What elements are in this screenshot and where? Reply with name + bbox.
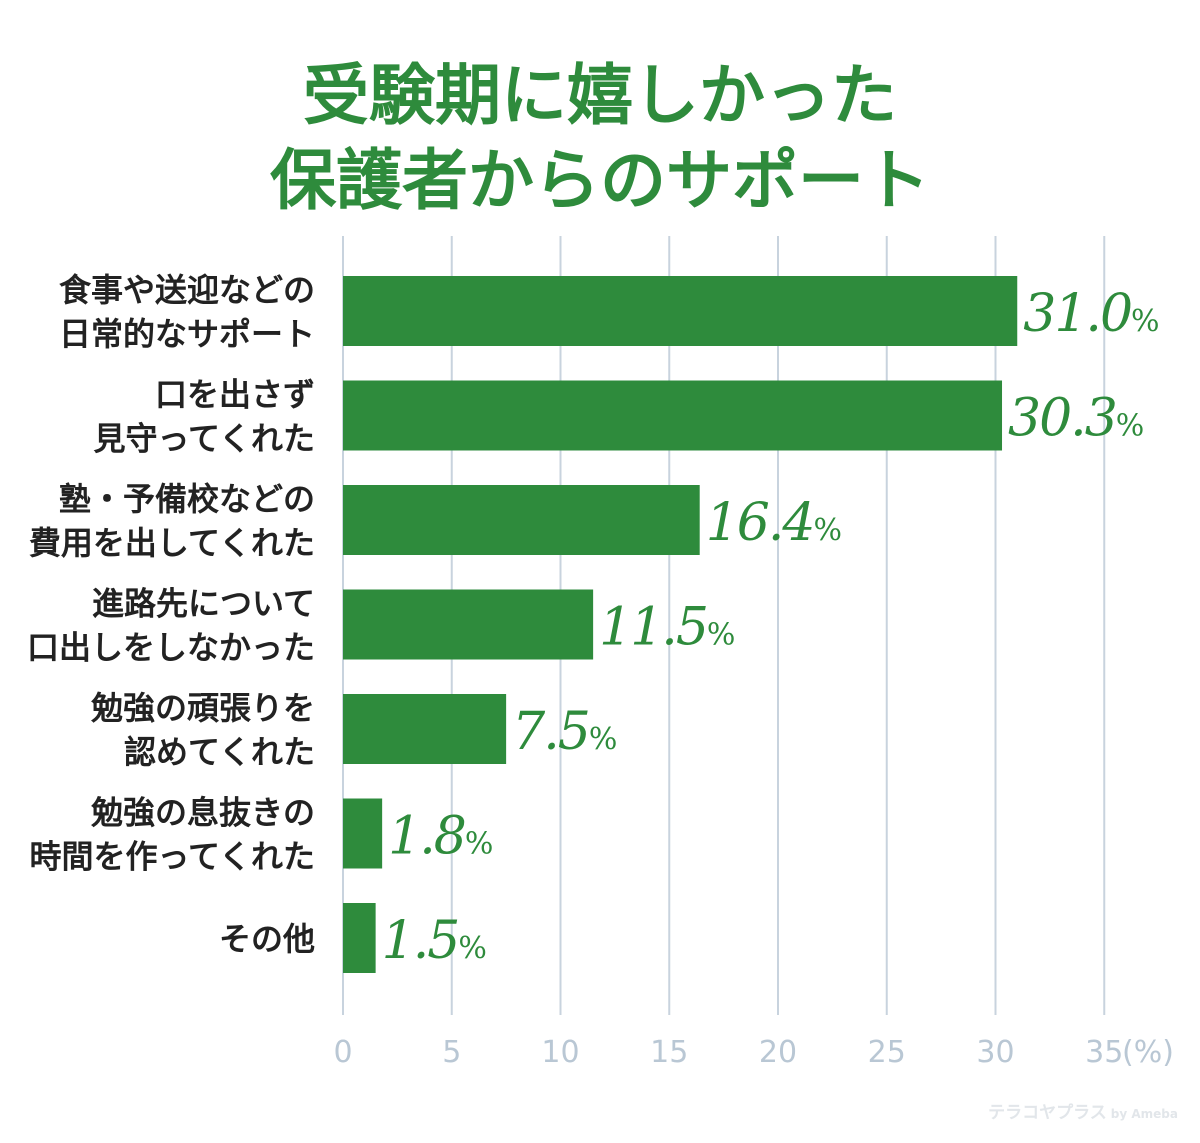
- value-percent-sign: %: [707, 618, 736, 653]
- watermark-text: テラコヤプラス by Ameba: [988, 1102, 1178, 1123]
- category-label: 進路先について: [92, 585, 315, 623]
- x-tick-label: 10: [541, 1035, 579, 1070]
- category-label: 塾・予備校などの: [59, 480, 315, 518]
- bar: [343, 276, 1018, 346]
- bar: [343, 694, 507, 764]
- value-label: 1.5%: [382, 911, 487, 971]
- watermark-brand: テラコヤプラス: [988, 1102, 1107, 1123]
- x-tick-label: 30: [976, 1035, 1014, 1070]
- chart-title-line: 受験期に嬉しかった: [303, 57, 897, 134]
- x-tick-label: 25: [868, 1035, 906, 1070]
- value-number: 7.5: [512, 702, 589, 762]
- value-percent-sign: %: [589, 722, 618, 757]
- watermark: テラコヤプラス by Ameba: [988, 1102, 1178, 1123]
- x-tick-label: 0: [333, 1035, 352, 1070]
- value-labels: 31.0%30.3%16.4%11.5%7.5%1.8%1.5%: [382, 284, 1160, 971]
- bar: [343, 903, 376, 973]
- x-tick-label: 5: [442, 1035, 461, 1070]
- value-label: 1.8%: [388, 807, 493, 867]
- bar: [343, 380, 1003, 451]
- bar: [343, 589, 594, 660]
- value-label: 30.3%: [1008, 389, 1144, 449]
- value-percent-sign: %: [458, 931, 487, 966]
- bar: [343, 798, 383, 869]
- value-number: 1.5: [382, 911, 459, 971]
- x-axis-unit: (%): [1122, 1035, 1174, 1070]
- value-label: 11.5%: [599, 598, 735, 658]
- category-label: 口を出さず: [155, 376, 315, 414]
- value-label: 7.5%: [512, 702, 617, 762]
- x-axis-ticks: 0 5 10 15 20 25 30 35(%): [333, 1035, 1173, 1070]
- category-label: 時間を作ってくれた: [30, 838, 315, 876]
- category-label: 食事や送迎などの: [59, 271, 315, 309]
- watermark-suffix: by Ameba: [1111, 1107, 1178, 1121]
- x-tick-label: 35: [1085, 1035, 1123, 1070]
- value-number: 16.4: [706, 493, 814, 553]
- chart-title-line: 保護者からのサポート: [270, 142, 930, 219]
- category-label: 認めてくれた: [124, 733, 315, 771]
- bar: [343, 485, 700, 555]
- category-label: 勉強の頑張りを: [90, 689, 315, 727]
- value-percent-sign: %: [465, 827, 494, 862]
- bars: [343, 276, 1018, 973]
- value-number: 11.5: [599, 598, 707, 658]
- category-label: 費用を出してくれた: [29, 524, 315, 562]
- value-number: 31.0: [1023, 284, 1132, 344]
- category-label: 見守ってくれた: [94, 420, 315, 458]
- value-percent-sign: %: [813, 513, 842, 548]
- value-percent-sign: %: [1131, 304, 1160, 339]
- x-tick-label: 20: [759, 1035, 797, 1070]
- x-tick-label: 15: [650, 1035, 688, 1070]
- value-label: 16.4%: [706, 493, 842, 553]
- category-label: 日常的なサポート: [59, 315, 315, 353]
- grid-lines: [342, 236, 1106, 1015]
- value-percent-sign: %: [1116, 409, 1145, 444]
- value-number: 30.3: [1008, 389, 1116, 449]
- category-label: 勉強の息抜きの: [90, 794, 315, 832]
- value-label: 31.0%: [1023, 284, 1159, 344]
- category-label: 口出しをしなかった: [27, 629, 315, 667]
- category-label: その他: [219, 920, 315, 958]
- category-labels: 食事や送迎などの日常的なサポート口を出さず見守ってくれた塾・予備校などの費用を出…: [27, 271, 315, 958]
- value-number: 1.8: [388, 807, 466, 867]
